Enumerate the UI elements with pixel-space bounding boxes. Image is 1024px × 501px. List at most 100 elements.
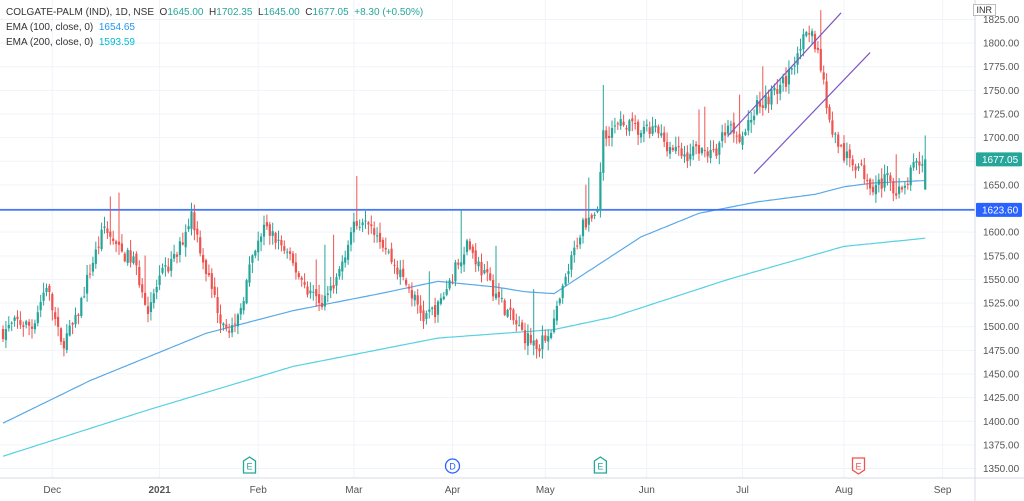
candle-body [413, 294, 416, 301]
candle [477, 256, 480, 272]
candle-body [587, 217, 590, 225]
candle [793, 56, 796, 75]
candle [42, 282, 45, 306]
candle [260, 233, 263, 252]
time-tick-label: Jul [736, 485, 749, 496]
candle-body [900, 187, 904, 190]
time-tick-label: Aug [835, 485, 853, 496]
candle-body [341, 261, 344, 272]
candle [657, 124, 660, 139]
candle-body [895, 193, 898, 196]
event-letter: D [449, 462, 456, 472]
candle [431, 306, 434, 316]
candle [378, 222, 382, 249]
candle-body [654, 125, 657, 128]
price-tick-label: 1400.00 [983, 417, 1020, 428]
candle-body [91, 262, 94, 272]
candle-body [486, 269, 489, 273]
candle-body [68, 325, 71, 336]
candle [289, 247, 292, 261]
candle [97, 236, 100, 255]
candle [863, 157, 866, 185]
dividend-marker[interactable]: D [444, 458, 461, 474]
candle [883, 164, 886, 192]
ema200-label: EMA (200, close, 0) [6, 37, 94, 48]
candle [68, 319, 71, 337]
candle-body [735, 135, 738, 137]
candle-body [761, 105, 764, 108]
candle [494, 245, 498, 301]
candle-body [138, 266, 141, 286]
candle [271, 222, 274, 245]
candle-body [48, 285, 51, 293]
candle-body [419, 305, 422, 313]
price-axis[interactable]: 1350.00 1375.00 1400.00 1425.00 1450.00 1475.… [974, 0, 1022, 501]
candle [161, 263, 164, 275]
candle [703, 106, 706, 158]
ema100-row[interactable]: EMA (100, close, 0) 1654.65 [6, 20, 423, 35]
candle [892, 177, 895, 202]
candle [175, 251, 179, 264]
candle-body [213, 286, 216, 295]
candle-body [300, 277, 303, 280]
candle-body [42, 292, 45, 301]
candle-body [86, 274, 89, 294]
candle-body [599, 171, 602, 211]
candle [660, 124, 663, 138]
candle [750, 112, 753, 133]
candle-body [642, 126, 645, 134]
candle-body [228, 330, 231, 333]
candle [219, 304, 222, 333]
candle-body [500, 298, 503, 300]
candle-body [544, 335, 547, 341]
candle-body [126, 250, 129, 263]
candle [483, 263, 486, 275]
candle [428, 271, 431, 319]
candle [921, 155, 924, 173]
candle [62, 337, 65, 357]
candle-body [680, 148, 683, 156]
candle [509, 298, 512, 321]
candle [599, 162, 602, 218]
candle-body [523, 330, 527, 344]
candle-body [874, 184, 877, 195]
candle [193, 204, 196, 241]
candle-body [555, 305, 558, 321]
earnings-marker[interactable]: E [242, 456, 257, 474]
candle-body [442, 296, 445, 300]
candle [257, 231, 260, 261]
time-axis[interactable]: Dec 2021 Feb Mar Apr May Jun Jul Aug Sep [0, 477, 1024, 496]
candle [291, 251, 295, 267]
candle-body [799, 48, 802, 51]
candle [871, 179, 875, 196]
candle-body [851, 159, 854, 166]
candle [668, 141, 672, 159]
candle [570, 251, 573, 278]
candle [515, 313, 518, 332]
candle [170, 251, 173, 277]
candle [373, 221, 376, 243]
candle [474, 243, 477, 273]
candle [51, 292, 54, 321]
candle-body [225, 324, 228, 329]
earnings-marker[interactable]: E [851, 457, 866, 475]
currency-badge[interactable]: INR [972, 4, 996, 16]
candle-body [628, 120, 631, 132]
candle-body [796, 53, 799, 65]
candle-body [59, 328, 63, 342]
candle-body [262, 224, 266, 237]
ema200-row[interactable]: EMA (200, close, 0) 1593.59 [6, 35, 423, 50]
candle-body [434, 305, 437, 318]
time-tick-label: Jun [639, 485, 655, 496]
candle-body [274, 232, 277, 243]
earnings-marker[interactable]: E [593, 456, 608, 474]
trend-channel[interactable] [727, 12, 871, 174]
candle-body [54, 312, 57, 320]
candle [367, 221, 370, 235]
candle-body [349, 232, 353, 245]
candle [45, 283, 48, 297]
candle [65, 324, 68, 354]
candle-body [161, 267, 164, 273]
time-tick-label: May [536, 485, 555, 496]
